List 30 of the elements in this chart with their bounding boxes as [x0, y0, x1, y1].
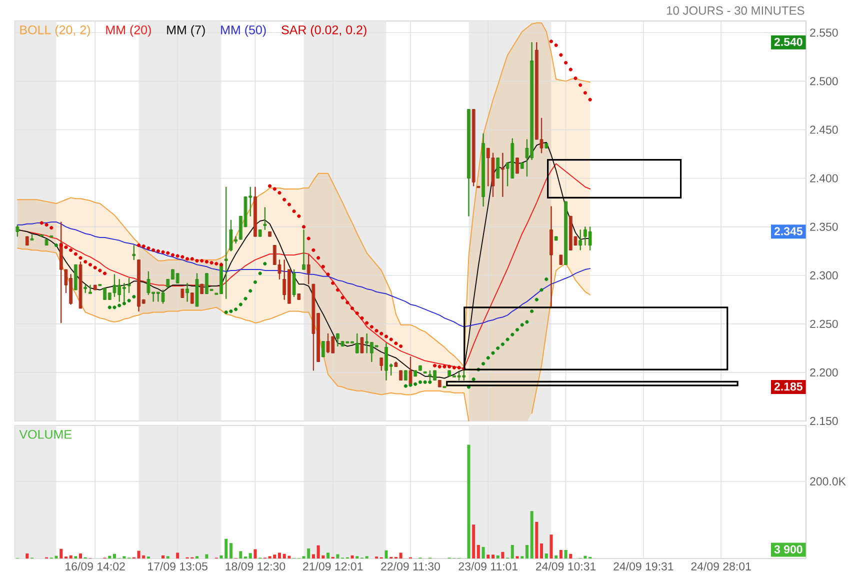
x-tick-label: 21/09 12:01 — [303, 562, 363, 570]
text: MM (20) — [106, 25, 151, 37]
x-tick-label: 22/09 11:30 — [381, 562, 440, 570]
x-tick-label: 24/09 10:31 — [536, 562, 596, 570]
y-tick-label: 2.500 — [810, 77, 838, 86]
x-tick-label: 16/09 14:02 — [66, 562, 125, 570]
x-tick-label: 23/09 11:01 — [458, 562, 518, 570]
y-tick-label: 2.400 — [810, 174, 838, 182]
y-tick-label: 200.0K — [810, 477, 846, 486]
text: SAR (0.02, 0.2) — [282, 25, 366, 37]
text: VOLUME — [19, 430, 72, 439]
x-tick-label: 24/09 28:01 — [691, 562, 751, 570]
y-tick-label: 2.150 — [810, 416, 838, 426]
y-tick-label: 2.550 — [810, 28, 838, 37]
y-tick-label: 2.350 — [810, 222, 838, 231]
x-tick-label: 18/09 12:30 — [226, 562, 286, 570]
y-tick-label: 2.450 — [810, 126, 838, 134]
text: MM (50) — [221, 25, 266, 37]
y-tick-label: 2.300 — [810, 271, 838, 280]
annotation: 3 900 — [774, 545, 802, 554]
text: BOLL (20, 2) — [20, 25, 90, 37]
chart-subtitle: 10 JOURS - 30 MINUTES — [667, 6, 804, 15]
x-tick-label: 24/09 19:31 — [614, 562, 674, 570]
y-tick-label: 2.250 — [810, 320, 838, 328]
annotation: 2.345 — [774, 227, 802, 236]
text: MM (7) — [167, 25, 205, 37]
x-tick-label: 17/09 13:05 — [148, 562, 208, 570]
annotation: 2.185 — [774, 382, 802, 391]
annotation: 2.540 — [774, 38, 802, 46]
y-tick-label: 2.200 — [810, 368, 838, 377]
